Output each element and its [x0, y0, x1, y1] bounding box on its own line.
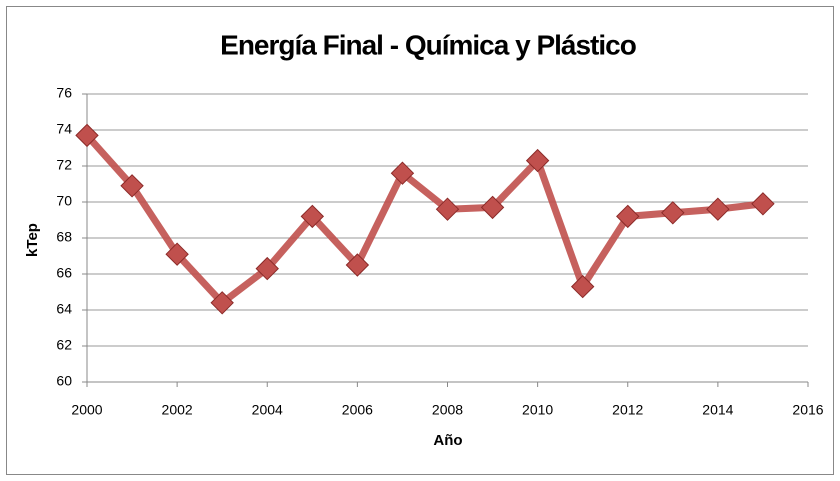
- x-tick-label: 2004: [252, 402, 283, 418]
- data-point: [525, 148, 550, 173]
- y-tick-label: 74: [56, 121, 72, 137]
- series-line: [84, 133, 764, 307]
- y-tick-label: 70: [56, 193, 72, 209]
- data-point: [120, 174, 144, 198]
- data-point: [255, 256, 279, 281]
- y-axis-label: kTep: [24, 223, 41, 257]
- data-point: [435, 197, 460, 221]
- x-tick-label: 2000: [71, 402, 102, 418]
- data-point: [345, 253, 370, 277]
- x-tick-label: 2016: [792, 402, 823, 418]
- y-tick-label: 62: [56, 337, 72, 353]
- data-point: [210, 291, 234, 315]
- y-tick-label: 64: [56, 301, 72, 317]
- x-tick-label: 2014: [702, 402, 733, 418]
- data-point: [616, 204, 640, 229]
- x-tick-label: 2012: [612, 402, 643, 418]
- x-tick-label: 2002: [162, 402, 193, 418]
- data-point: [570, 274, 595, 299]
- data-point: [661, 201, 685, 225]
- x-tick-label: 2010: [522, 402, 553, 418]
- y-tick-label: 60: [56, 373, 72, 389]
- data-point: [751, 192, 775, 216]
- data-point: [706, 197, 730, 221]
- y-tick-label: 68: [56, 229, 72, 245]
- data-point: [165, 242, 189, 266]
- data-point: [300, 204, 325, 229]
- chart-border: [6, 6, 834, 475]
- data-point: [75, 123, 99, 148]
- chart-title: Energía Final - Química y Plástico: [220, 29, 637, 60]
- x-tick-label: 2006: [342, 402, 373, 418]
- y-tick-label: 76: [56, 85, 72, 101]
- x-axis-label: Año: [433, 432, 462, 449]
- y-tick-label: 72: [56, 157, 72, 173]
- data-point: [390, 161, 415, 185]
- x-tick-label: 2008: [432, 402, 463, 418]
- data-point: [480, 195, 505, 220]
- y-tick-label: 66: [56, 265, 72, 281]
